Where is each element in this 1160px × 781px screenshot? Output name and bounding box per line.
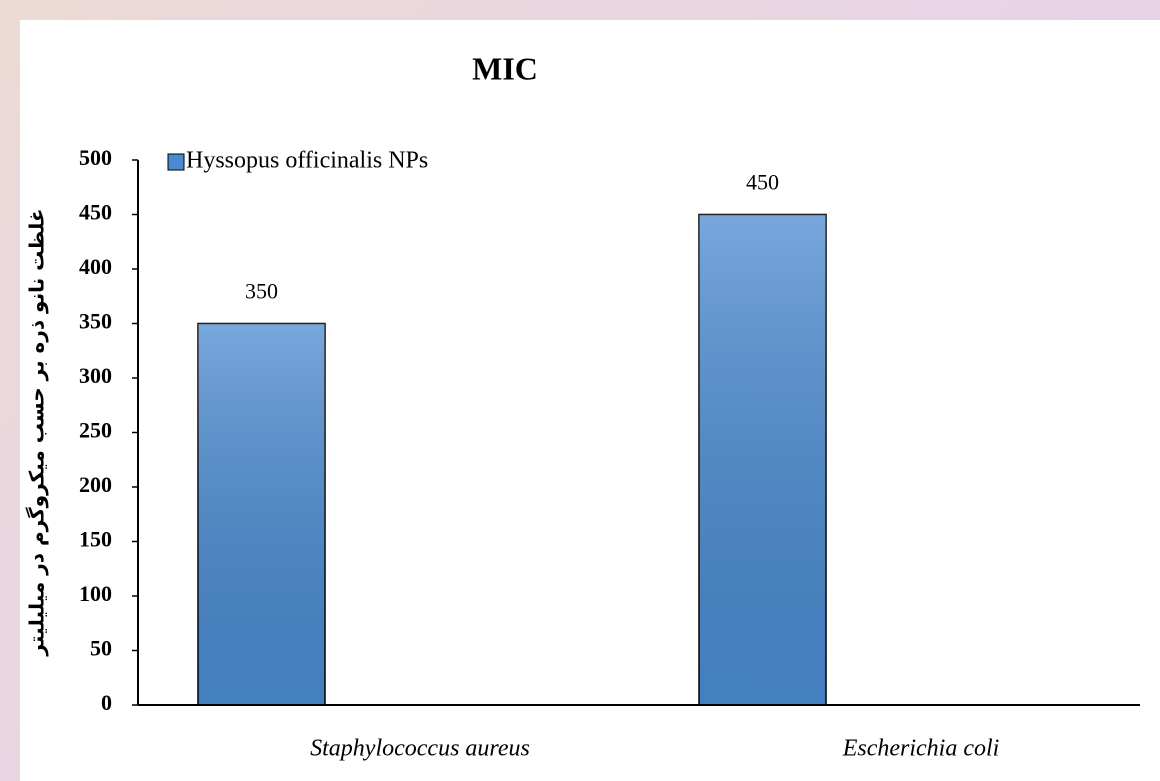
y-tick-label: 400: [79, 254, 112, 279]
y-tick-label: 500: [79, 145, 112, 170]
value-label: 350: [245, 279, 278, 304]
y-tick-label: 350: [79, 309, 112, 334]
y-tick-label: 150: [79, 527, 112, 552]
bar-shade: [699, 214, 826, 705]
y-tick-label: 100: [79, 581, 112, 606]
y-tick-label: 200: [79, 472, 112, 497]
y-axis-label: غلظت نانو ذره بر حسب میکروگرم در میلیلیت…: [25, 208, 49, 656]
x-tick-label: Escherichia coli: [842, 736, 1000, 762]
legend-swatch: [167, 153, 185, 171]
y-tick-label: 450: [79, 200, 112, 225]
y-tick-label: 50: [90, 636, 112, 661]
x-tick-label: Staphylococcus aureus: [310, 736, 530, 762]
chart-title: MIC: [472, 50, 538, 86]
legend-label: Hyssopus officinalis NPs: [186, 148, 428, 174]
y-tick-label: 300: [79, 363, 112, 388]
y-tick-label: 0: [101, 690, 112, 715]
y-tick-label: 250: [79, 418, 112, 443]
value-label: 450: [746, 170, 779, 195]
bar-shade: [198, 323, 325, 705]
